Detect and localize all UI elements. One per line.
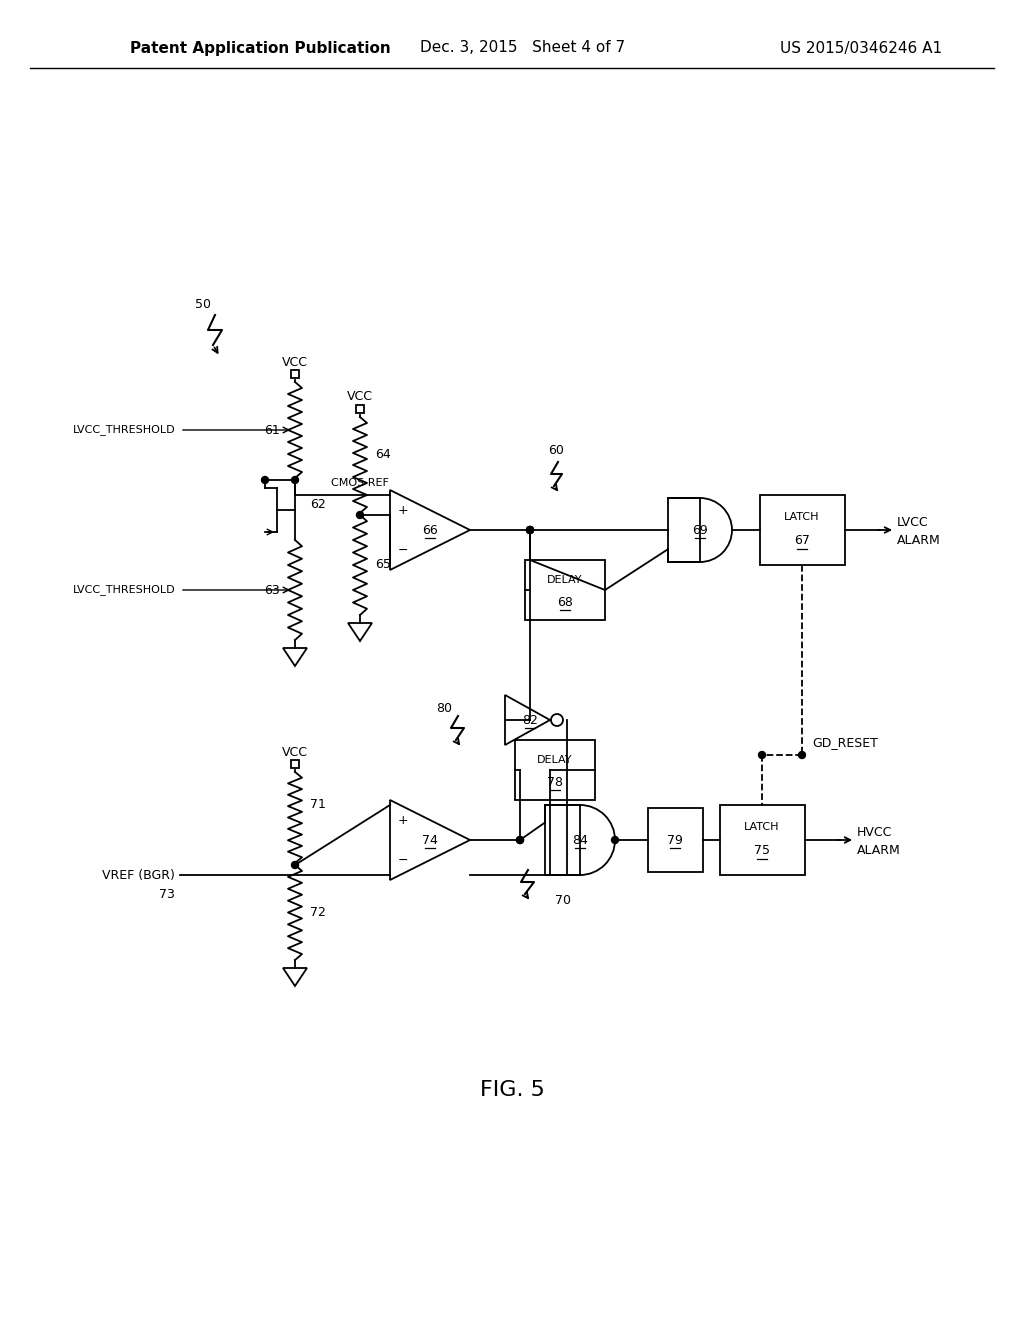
Circle shape bbox=[759, 751, 766, 759]
Circle shape bbox=[261, 477, 268, 483]
Circle shape bbox=[611, 837, 618, 843]
Bar bbox=[720, 805, 805, 875]
Text: 71: 71 bbox=[310, 799, 326, 812]
Circle shape bbox=[799, 751, 806, 759]
Text: 60: 60 bbox=[548, 444, 564, 457]
Circle shape bbox=[516, 837, 523, 843]
Text: HVCC: HVCC bbox=[857, 825, 892, 838]
Text: +: + bbox=[398, 813, 409, 826]
Text: 72: 72 bbox=[310, 906, 326, 919]
Text: +: + bbox=[398, 503, 409, 516]
Text: 62: 62 bbox=[310, 499, 326, 511]
Circle shape bbox=[292, 477, 299, 483]
Text: 70: 70 bbox=[555, 894, 571, 907]
Text: 82: 82 bbox=[522, 714, 538, 726]
Text: Patent Application Publication: Patent Application Publication bbox=[130, 41, 391, 55]
Text: LATCH: LATCH bbox=[784, 512, 820, 521]
Text: ALARM: ALARM bbox=[857, 843, 901, 857]
Text: VCC: VCC bbox=[282, 746, 308, 759]
Text: 65: 65 bbox=[375, 558, 391, 572]
Text: 66: 66 bbox=[422, 524, 438, 536]
Text: VREF (BGR): VREF (BGR) bbox=[102, 869, 175, 882]
Text: FIG. 5: FIG. 5 bbox=[479, 1080, 545, 1100]
Text: 63: 63 bbox=[264, 583, 280, 597]
Text: ALARM: ALARM bbox=[897, 533, 941, 546]
Text: DELAY: DELAY bbox=[547, 576, 583, 585]
Circle shape bbox=[526, 527, 534, 533]
Text: 73: 73 bbox=[159, 888, 175, 902]
Bar bbox=[760, 495, 845, 565]
Text: US 2015/0346246 A1: US 2015/0346246 A1 bbox=[780, 41, 942, 55]
Text: 75: 75 bbox=[754, 845, 770, 858]
Text: 67: 67 bbox=[794, 535, 810, 548]
Bar bbox=[356, 405, 364, 413]
Text: GD_RESET: GD_RESET bbox=[812, 737, 878, 750]
Text: 74: 74 bbox=[422, 833, 438, 846]
Text: LVCC: LVCC bbox=[897, 516, 929, 528]
Circle shape bbox=[516, 837, 523, 843]
Circle shape bbox=[356, 511, 364, 519]
Text: 64: 64 bbox=[375, 449, 391, 462]
Text: CMOS REF: CMOS REF bbox=[331, 478, 389, 488]
Text: Dec. 3, 2015   Sheet 4 of 7: Dec. 3, 2015 Sheet 4 of 7 bbox=[420, 41, 625, 55]
Bar bbox=[525, 560, 605, 620]
Text: −: − bbox=[398, 854, 409, 866]
Text: 80: 80 bbox=[436, 701, 452, 714]
Text: 61: 61 bbox=[264, 424, 280, 437]
Circle shape bbox=[526, 527, 534, 533]
Text: DELAY: DELAY bbox=[538, 755, 572, 766]
Text: 50: 50 bbox=[195, 298, 211, 312]
Text: VCC: VCC bbox=[282, 355, 308, 368]
Bar bbox=[668, 498, 700, 562]
Text: 78: 78 bbox=[547, 776, 563, 788]
Bar bbox=[291, 760, 299, 768]
Circle shape bbox=[526, 527, 534, 533]
Text: 69: 69 bbox=[692, 524, 708, 536]
Text: LATCH: LATCH bbox=[744, 822, 779, 832]
Text: LVCC_THRESHOLD: LVCC_THRESHOLD bbox=[73, 425, 175, 436]
Text: 68: 68 bbox=[557, 595, 573, 609]
Text: 84: 84 bbox=[572, 833, 588, 846]
Circle shape bbox=[292, 862, 299, 869]
Bar bbox=[515, 741, 595, 800]
Text: LVCC_THRESHOLD: LVCC_THRESHOLD bbox=[73, 585, 175, 595]
Text: −: − bbox=[398, 544, 409, 557]
Text: VCC: VCC bbox=[347, 391, 373, 404]
Bar bbox=[648, 808, 703, 873]
Bar bbox=[291, 370, 299, 378]
Text: 79: 79 bbox=[667, 833, 683, 846]
Bar bbox=[545, 805, 580, 875]
